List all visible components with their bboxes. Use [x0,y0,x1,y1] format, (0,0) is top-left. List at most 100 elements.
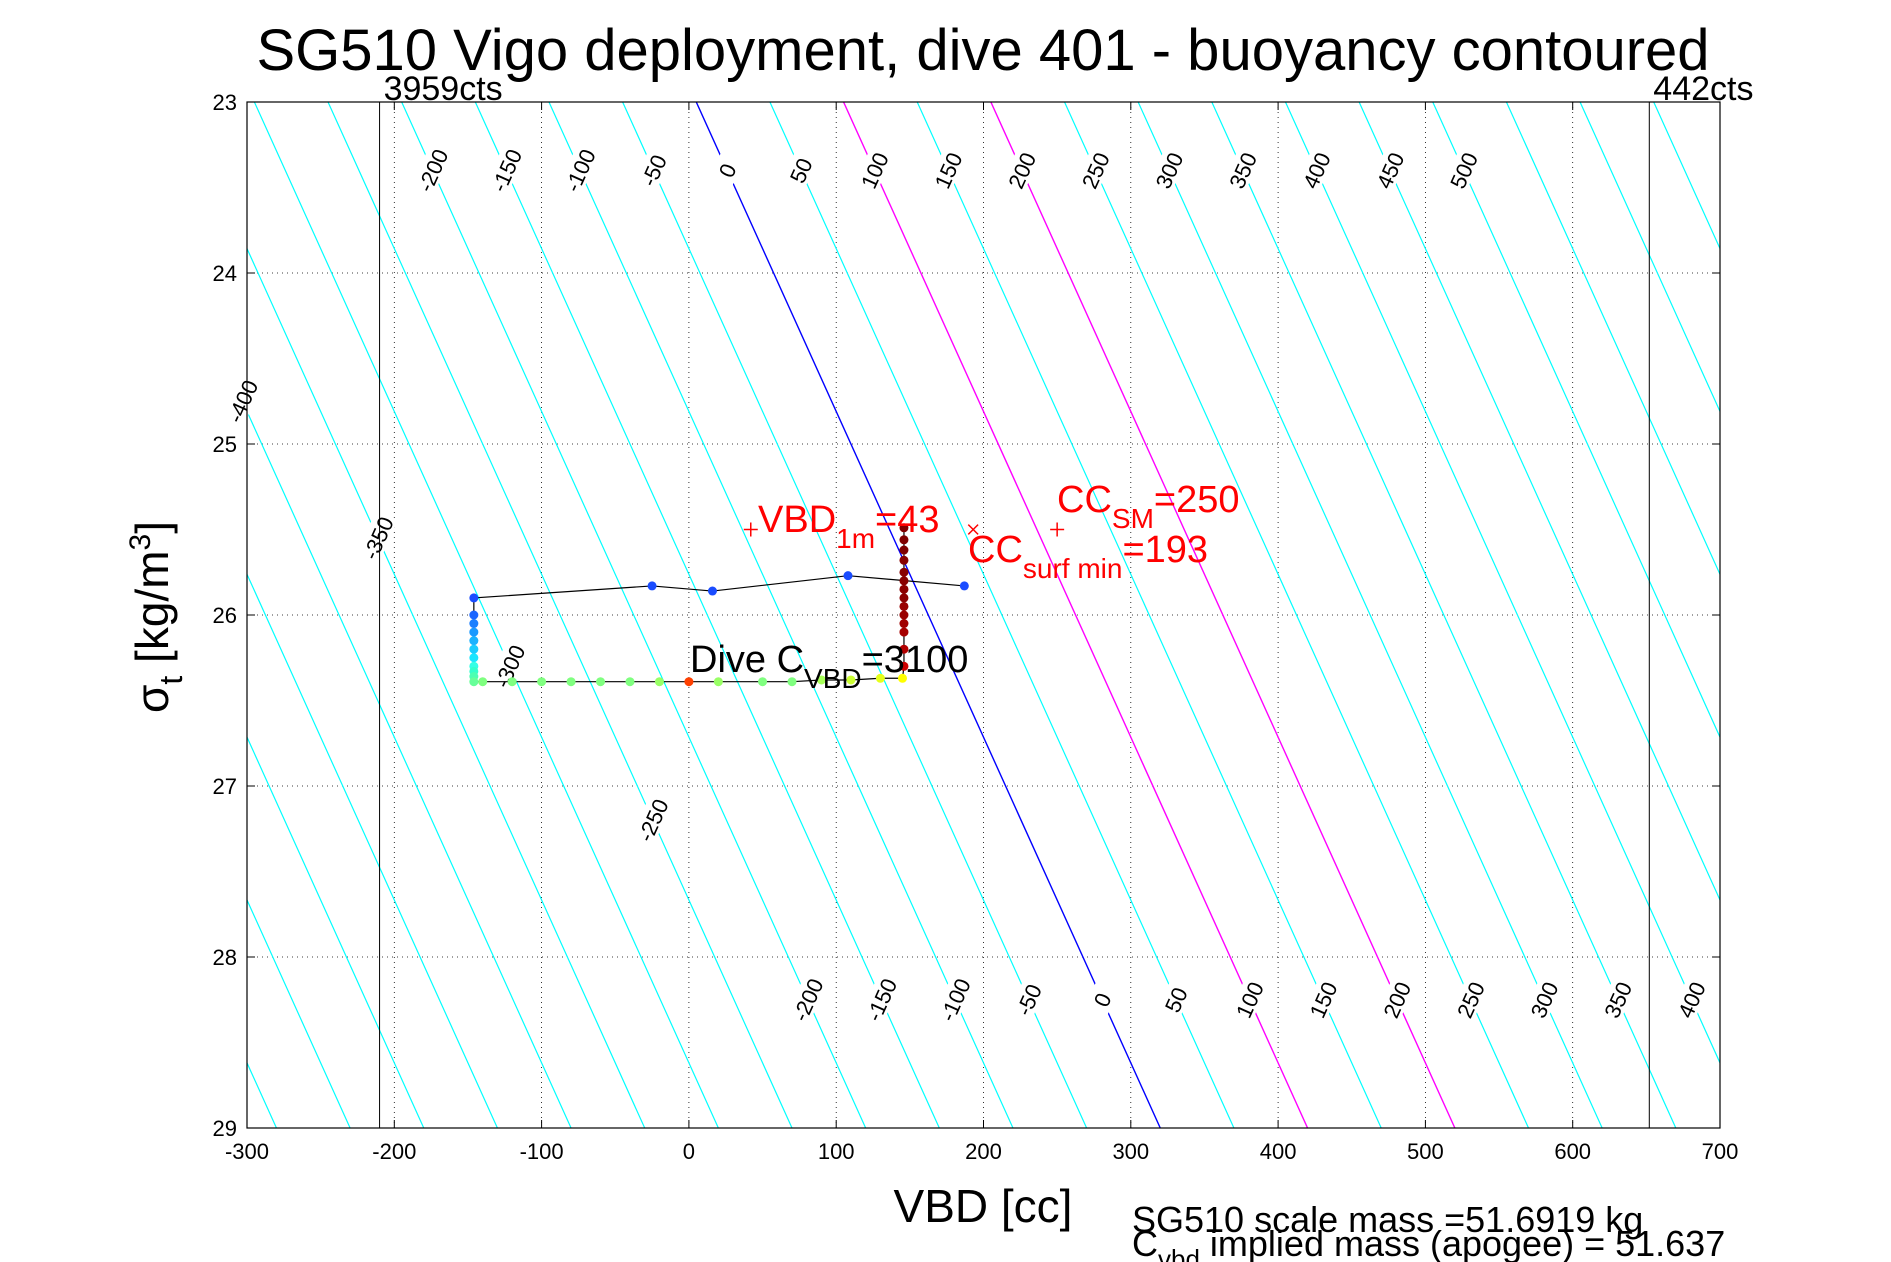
dive-path-point [899,661,909,671]
contour-line [548,102,1014,1128]
dive-path-point [787,677,797,687]
contour-label: 400 [1295,144,1336,195]
dive-path-point [469,653,479,663]
contour-label-text: -350 [358,513,399,563]
contour-label: 300 [1523,974,1564,1025]
svg-text:CCsurf min=193: CCsurf min=193 [968,529,1208,584]
dive-path-point [899,584,909,594]
contour-label-bg [558,144,599,195]
contour-label-bg [488,640,529,691]
dive-path-point [469,610,479,620]
contour-label: -50 [632,144,673,195]
contour-label: -100 [934,974,976,1025]
contour-label: -400 [221,375,263,427]
annotation-vbd1m: VBD1m=43 [758,499,940,554]
contour-line [1727,102,1891,1128]
contour-label-text: -200 [788,975,829,1025]
dive-path-point [843,571,853,581]
contour-label-bg [1596,974,1637,1025]
contour-label-bg [1228,974,1269,1025]
contour-label: -200 [786,974,829,1025]
contour-label: -350 [357,512,399,563]
cross-marker [967,524,979,535]
contour-line [1505,102,1720,576]
y-tick-label: 29 [213,1116,237,1141]
x-tick-label: -100 [520,1139,564,1164]
dive-path-point [469,636,479,646]
contour-line [253,102,719,1128]
contour-label-bg [631,794,672,845]
contour-line [695,102,1161,1128]
contour-label-bg [1007,974,1048,1025]
y-tick-label: 26 [213,603,237,628]
dive-path-point [899,545,909,555]
dive-path-point [875,673,885,683]
contour-label-bg [1449,974,1490,1025]
x-tick-label: 100 [818,1139,855,1164]
contour-line [1653,102,1720,251]
contour-label: -50 [1007,974,1048,1025]
dive-path-point [684,677,694,687]
contour-line [990,102,1456,1128]
y-tick-label: 25 [213,432,237,457]
x-tick-label: 0 [683,1139,695,1164]
contour-line [1063,102,1530,1128]
dive-path-point [899,567,909,577]
contour-line [1875,102,1891,1128]
contour-line [916,102,1382,1128]
contour-label-text: -100 [560,145,601,195]
y-tick-label: 28 [213,945,237,970]
contour-label: 350 [1221,144,1262,195]
contour-line [1801,102,1891,1128]
contour-label-bg [860,974,901,1025]
dive-path-point [647,581,657,591]
contour-label: 0 [706,144,747,195]
contour-line [247,898,351,1128]
contour-label-bg [1442,144,1483,195]
contour-line [247,247,646,1128]
x-tick-label: 400 [1260,1139,1297,1164]
x-tick-label: -300 [225,1139,269,1164]
contour-label: 300 [1148,144,1189,195]
contour-label-bg [1523,974,1564,1025]
contour-label-bg [1074,144,1115,195]
dive-path-point [625,677,635,687]
x-tick-label: 300 [1112,1139,1149,1164]
dive-path-point [899,619,909,629]
contour-line [247,409,572,1128]
contour-label-bg [485,144,526,195]
contour-label: 150 [927,144,968,195]
dive-path-point [713,677,723,687]
marker-stroke [967,524,979,535]
contour-label: 100 [1228,974,1269,1025]
y-axis-label: σt [kg/m3] [124,521,189,713]
dive-path-point [469,627,479,637]
contour-label: 50 [1155,974,1195,1025]
dive-path-point [537,677,547,687]
contour-label: 500 [1442,144,1483,195]
dive-path-point [469,593,479,603]
contour-label: 200 [1000,144,1041,195]
contour-line [401,102,867,1128]
contour-label: -150 [485,144,527,196]
contour-label-text: -400 [222,376,263,426]
x-tick-label: 500 [1407,1139,1444,1164]
dive-path-point [959,581,969,591]
dive-path [469,523,969,687]
contour-line [842,102,1309,1128]
contour-label: 250 [1074,144,1115,195]
dive-path-point [899,610,909,620]
x-tick-label: -200 [372,1139,416,1164]
contour-label: 50 [779,144,820,195]
contour-label: -100 [558,144,601,196]
contour-label-bg [1670,974,1711,1025]
plus-marker [1050,522,1065,537]
x-tick-label: 200 [965,1139,1002,1164]
dive-path-point [899,576,909,586]
contour-label: 150 [1302,974,1343,1025]
dive-path-point [469,677,479,687]
contour-label-bg [927,144,968,195]
contour-line [327,102,793,1128]
contour-label-text: -150 [486,145,527,195]
